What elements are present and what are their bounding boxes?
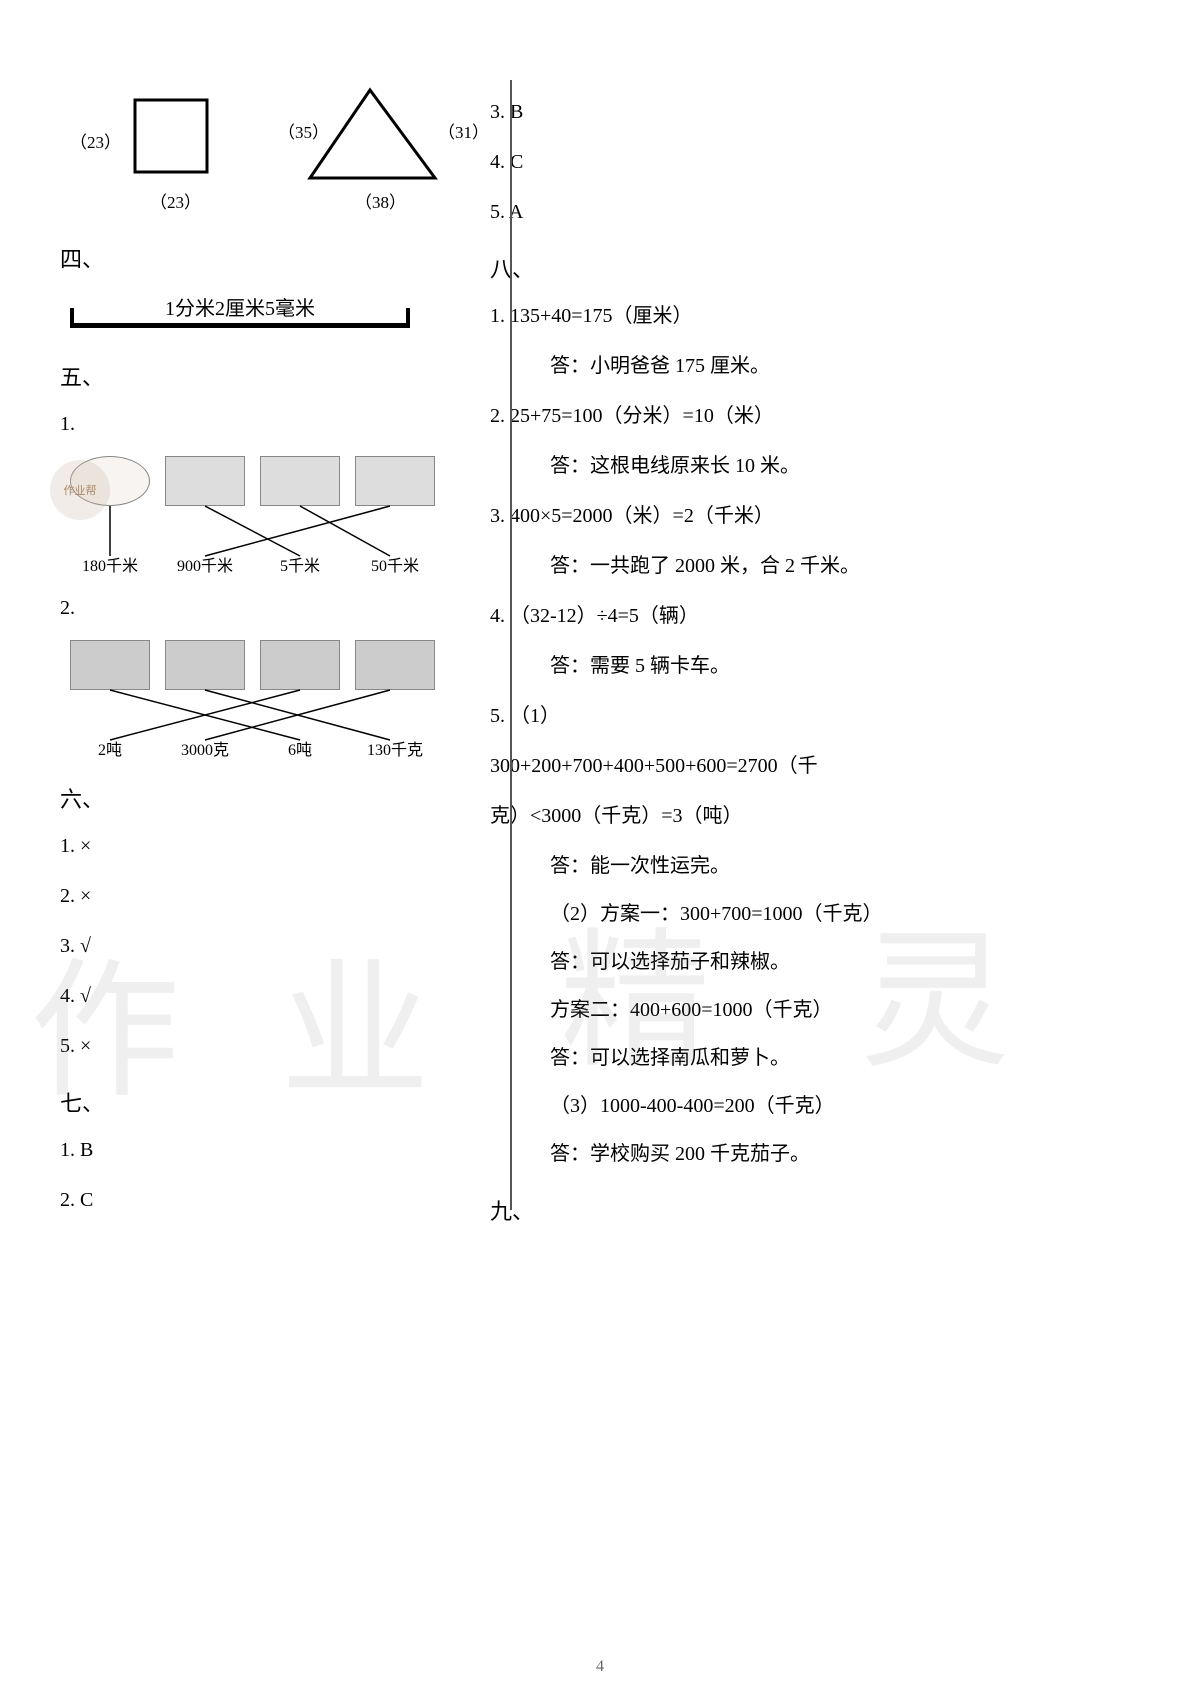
section-5-heading: 五、 (60, 360, 440, 392)
q7-item-2: 2. C (60, 1182, 440, 1218)
q7-item-5: 5. A (490, 194, 1140, 230)
q5-2-number: 2. (60, 590, 440, 626)
square-left-label: （23） (70, 128, 121, 153)
q8-3-eq: 3. 400×5=2000（米）=2（千米） (490, 498, 1140, 534)
ruler-line (70, 323, 410, 328)
q8-4-ans: 答：需要 5 辆卡车。 (550, 648, 1140, 684)
ruler-diagram: 1分米2厘米5毫米 (60, 288, 420, 338)
match-diagram-1: 180千米 900千米 5千米 50千米 (60, 456, 440, 576)
q8-3-ans: 答：一共跑了 2000 米，合 2 千米。 (550, 548, 1140, 584)
ruler-label: 1分米2厘米5毫米 (60, 292, 420, 321)
match1-label-4: 50千米 (355, 552, 435, 576)
q6-item-2: 2. × (60, 878, 440, 914)
q8-5-sub2ans2: 答：可以选择南瓜和萝卜。 (550, 1040, 1140, 1076)
match1-label-2: 900千米 (165, 552, 245, 576)
q8-5-ans1: 答：能一次性运完。 (550, 848, 1140, 884)
page-number: 4 (596, 1658, 604, 1676)
q8-4-eq: 4. （32-12）÷4=5（辆） (490, 598, 1140, 634)
match1-label-3: 5千米 (260, 552, 340, 576)
q5-1-number: 1. (60, 406, 440, 442)
q6-item-4: 4. √ (60, 978, 440, 1014)
q8-2-eq: 2. 25+75=100（分米）=10（米） (490, 398, 1140, 434)
triangle-right-label: （31） (438, 118, 489, 143)
q8-1-eq: 1. 135+40=175（厘米） (490, 298, 1140, 334)
square-bottom-label: （23） (150, 188, 201, 213)
match2-label-4: 130千克 (355, 736, 435, 760)
section-6-heading: 六、 (60, 782, 440, 814)
match-diagram-2: 2吨 3000克 6吨 130千克 (60, 640, 440, 760)
two-column-layout: （23） （23） （35） （31） （38） 四、 1分米2厘米5毫米 (60, 80, 1140, 1240)
q8-5-sub2ans: 答：可以选择茄子和辣椒。 (550, 944, 1140, 980)
triangle-left-label: （35） (278, 118, 329, 143)
section-9-heading: 九、 (490, 1194, 1140, 1226)
section-4-heading: 四、 (60, 242, 440, 274)
q6-item-1: 1. × (60, 828, 440, 864)
q7-item-3: 3. B (490, 94, 1140, 130)
match2-label-3: 6吨 (260, 736, 340, 760)
q8-2-ans: 答：这根电线原来长 10 米。 (550, 448, 1140, 484)
q8-5-line1: 300+200+700+400+500+600=2700（千 (490, 748, 1140, 784)
match1-label-1: 180千米 (70, 552, 150, 576)
q8-5-sub3ans: 答：学校购买 200 千克茄子。 (550, 1136, 1140, 1172)
match2-label-1: 2吨 (70, 736, 150, 760)
small-watermark-badge: 作业帮 (50, 460, 110, 520)
shapes-diagram: （23） （23） （35） （31） （38） (60, 80, 440, 220)
q6-item-5: 5. × (60, 1028, 440, 1064)
left-column: （23） （23） （35） （31） （38） 四、 1分米2厘米5毫米 (60, 80, 460, 1240)
square-shape: （23） （23） (70, 80, 270, 210)
q8-5-head: 5. （1） (490, 698, 1140, 734)
column-divider (510, 80, 512, 1210)
section-7-heading: 七、 (60, 1086, 440, 1118)
q6-item-3: 3. √ (60, 928, 440, 964)
section-8-heading: 八、 (490, 252, 1140, 284)
q8-5-sub2eq2: 方案二：400+600=1000（千克） (550, 992, 1140, 1028)
q8-5-sub2eq: （2）方案一：300+700=1000（千克） (550, 896, 1140, 932)
triangle-bottom-label: （38） (355, 188, 406, 213)
q8-1-ans: 答：小明爸爸 175 厘米。 (550, 348, 1140, 384)
match2-label-2: 3000克 (165, 736, 245, 760)
right-column: 3. B 4. C 5. A 八、 1. 135+40=175（厘米） 答：小明… (460, 80, 1140, 1240)
q8-5-line2: 克）<3000（千克）=3（吨） (490, 798, 1140, 834)
triangle-shape: （35） （31） （38） (260, 80, 460, 210)
q7-item-1: 1. B (60, 1132, 440, 1168)
page: （23） （23） （35） （31） （38） 四、 1分米2厘米5毫米 (0, 0, 1200, 1696)
q8-5-sub3eq: （3）1000-400-400=200（千克） (550, 1088, 1140, 1124)
q7-item-4: 4. C (490, 144, 1140, 180)
